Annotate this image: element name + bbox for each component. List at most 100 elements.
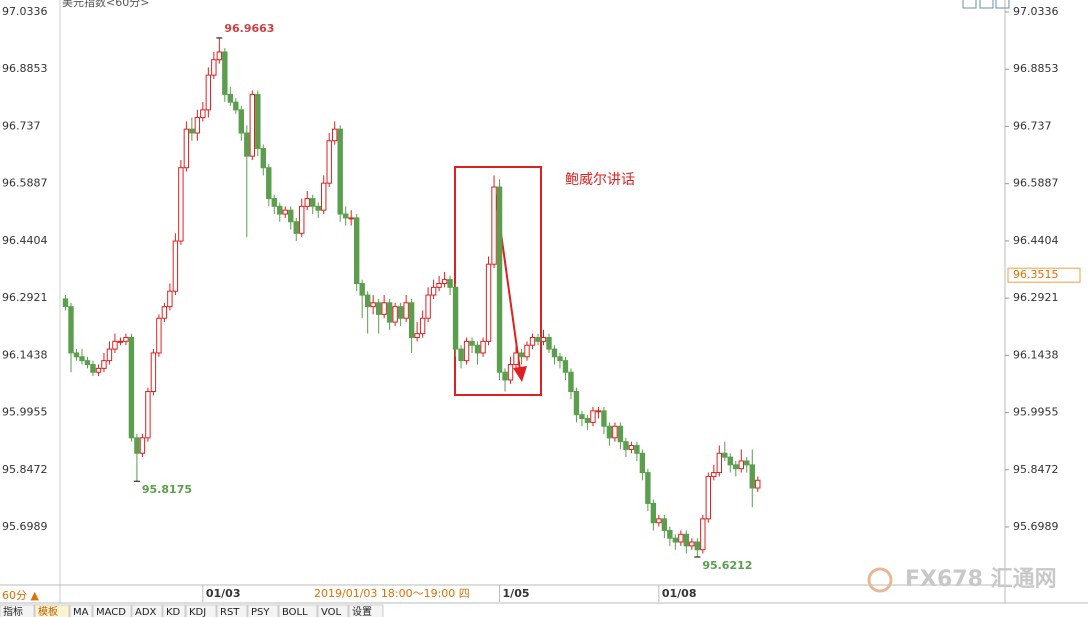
watermark: FX678 汇通网 bbox=[905, 567, 1057, 592]
candle-body bbox=[183, 128, 190, 169]
candle bbox=[722, 441, 728, 461]
candle bbox=[711, 464, 717, 481]
candle bbox=[639, 449, 646, 481]
candle bbox=[386, 298, 393, 330]
tab[interactable] bbox=[247, 604, 279, 617]
tab-label[interactable]: KDJ bbox=[189, 607, 206, 617]
extreme-label: 96.9663 bbox=[224, 22, 274, 35]
candle bbox=[123, 333, 129, 346]
candle-body bbox=[650, 502, 657, 524]
candle bbox=[606, 422, 613, 446]
period-selector[interactable]: 60分 ▲ bbox=[2, 589, 39, 602]
candle-body bbox=[194, 117, 201, 134]
candle bbox=[535, 333, 541, 346]
tab-label[interactable]: 模板 bbox=[38, 605, 58, 617]
candle bbox=[650, 499, 657, 531]
tab-bar: 指标 模板 MA MACD ADX KD KDJ RST PSY BOLL VOL 设置 bbox=[0, 604, 384, 617]
tab[interactable] bbox=[131, 604, 163, 617]
tab[interactable] bbox=[317, 604, 349, 617]
candle-body bbox=[266, 167, 272, 200]
candle-body bbox=[414, 333, 420, 339]
tab[interactable] bbox=[34, 604, 70, 617]
candle bbox=[689, 538, 695, 550]
candle-body bbox=[359, 282, 365, 296]
candle-body bbox=[502, 371, 508, 381]
candle bbox=[590, 406, 596, 427]
candle bbox=[452, 283, 459, 357]
tab-label[interactable]: MACD bbox=[96, 607, 126, 617]
candle-body bbox=[106, 348, 113, 362]
candle bbox=[79, 349, 85, 365]
candle bbox=[321, 175, 327, 215]
candle-body bbox=[716, 452, 723, 474]
candle bbox=[260, 144, 266, 176]
candle-body bbox=[112, 340, 118, 350]
candle bbox=[425, 287, 431, 323]
candle-body bbox=[485, 263, 492, 342]
last-price-label: 96.3515 bbox=[1013, 268, 1059, 281]
candle bbox=[524, 341, 530, 361]
candle bbox=[562, 356, 569, 380]
candle bbox=[705, 472, 712, 523]
candle-body bbox=[744, 460, 750, 466]
candle-body bbox=[216, 51, 223, 61]
candle-body bbox=[321, 182, 327, 211]
tab-label[interactable]: RST bbox=[220, 607, 240, 617]
candle-body bbox=[123, 337, 129, 342]
candle bbox=[150, 349, 157, 396]
tab-label[interactable]: PSY bbox=[251, 607, 270, 617]
tab[interactable] bbox=[92, 604, 132, 617]
extreme-label: 95.6212 bbox=[702, 559, 752, 572]
candle bbox=[277, 202, 283, 222]
tab-label[interactable]: KD bbox=[166, 607, 181, 617]
candle-body bbox=[145, 391, 151, 439]
candle bbox=[628, 441, 635, 454]
candle-body bbox=[150, 352, 157, 393]
candle bbox=[337, 125, 343, 222]
candle bbox=[513, 345, 519, 369]
candle bbox=[397, 302, 404, 326]
tab[interactable] bbox=[0, 604, 35, 617]
candle-body bbox=[711, 472, 717, 477]
candle bbox=[529, 333, 536, 350]
candle bbox=[480, 337, 486, 357]
candle-body bbox=[474, 344, 481, 354]
tab-label[interactable]: VOL bbox=[321, 607, 342, 617]
candle bbox=[134, 433, 140, 482]
candle bbox=[738, 449, 744, 473]
tab-label[interactable]: BOLL bbox=[282, 607, 308, 617]
candle bbox=[518, 349, 525, 365]
candle-body bbox=[249, 93, 255, 157]
candle bbox=[332, 121, 338, 145]
toolbar-icons bbox=[962, 0, 1010, 9]
candle bbox=[139, 433, 146, 458]
candle bbox=[68, 302, 74, 373]
candle bbox=[447, 275, 453, 296]
candle-body bbox=[595, 410, 602, 413]
candle-body bbox=[722, 452, 728, 458]
candle-body bbox=[705, 475, 712, 520]
tab[interactable] bbox=[162, 604, 186, 617]
tab-label[interactable]: 指标 bbox=[3, 605, 23, 617]
candle-body bbox=[189, 128, 195, 134]
candle bbox=[205, 67, 212, 118]
candle-body bbox=[436, 282, 442, 288]
y-tick-label-left: 95.6989 bbox=[2, 520, 48, 533]
tab-label[interactable]: ADX bbox=[135, 607, 157, 617]
tab[interactable] bbox=[348, 604, 384, 617]
candle-body bbox=[392, 306, 398, 323]
tab[interactable] bbox=[278, 604, 318, 617]
candle-body bbox=[84, 360, 91, 366]
candle bbox=[623, 437, 629, 458]
candle-body bbox=[68, 306, 74, 354]
tab[interactable] bbox=[69, 604, 93, 617]
tab[interactable] bbox=[216, 604, 248, 617]
candle-body bbox=[540, 337, 547, 342]
tab-label[interactable]: 设置 bbox=[352, 606, 372, 617]
candle bbox=[178, 160, 184, 245]
tab-label[interactable]: MA bbox=[73, 607, 89, 617]
candle bbox=[315, 202, 321, 218]
candle-body bbox=[161, 306, 168, 319]
candle-body bbox=[727, 456, 733, 466]
tab[interactable] bbox=[185, 604, 217, 617]
